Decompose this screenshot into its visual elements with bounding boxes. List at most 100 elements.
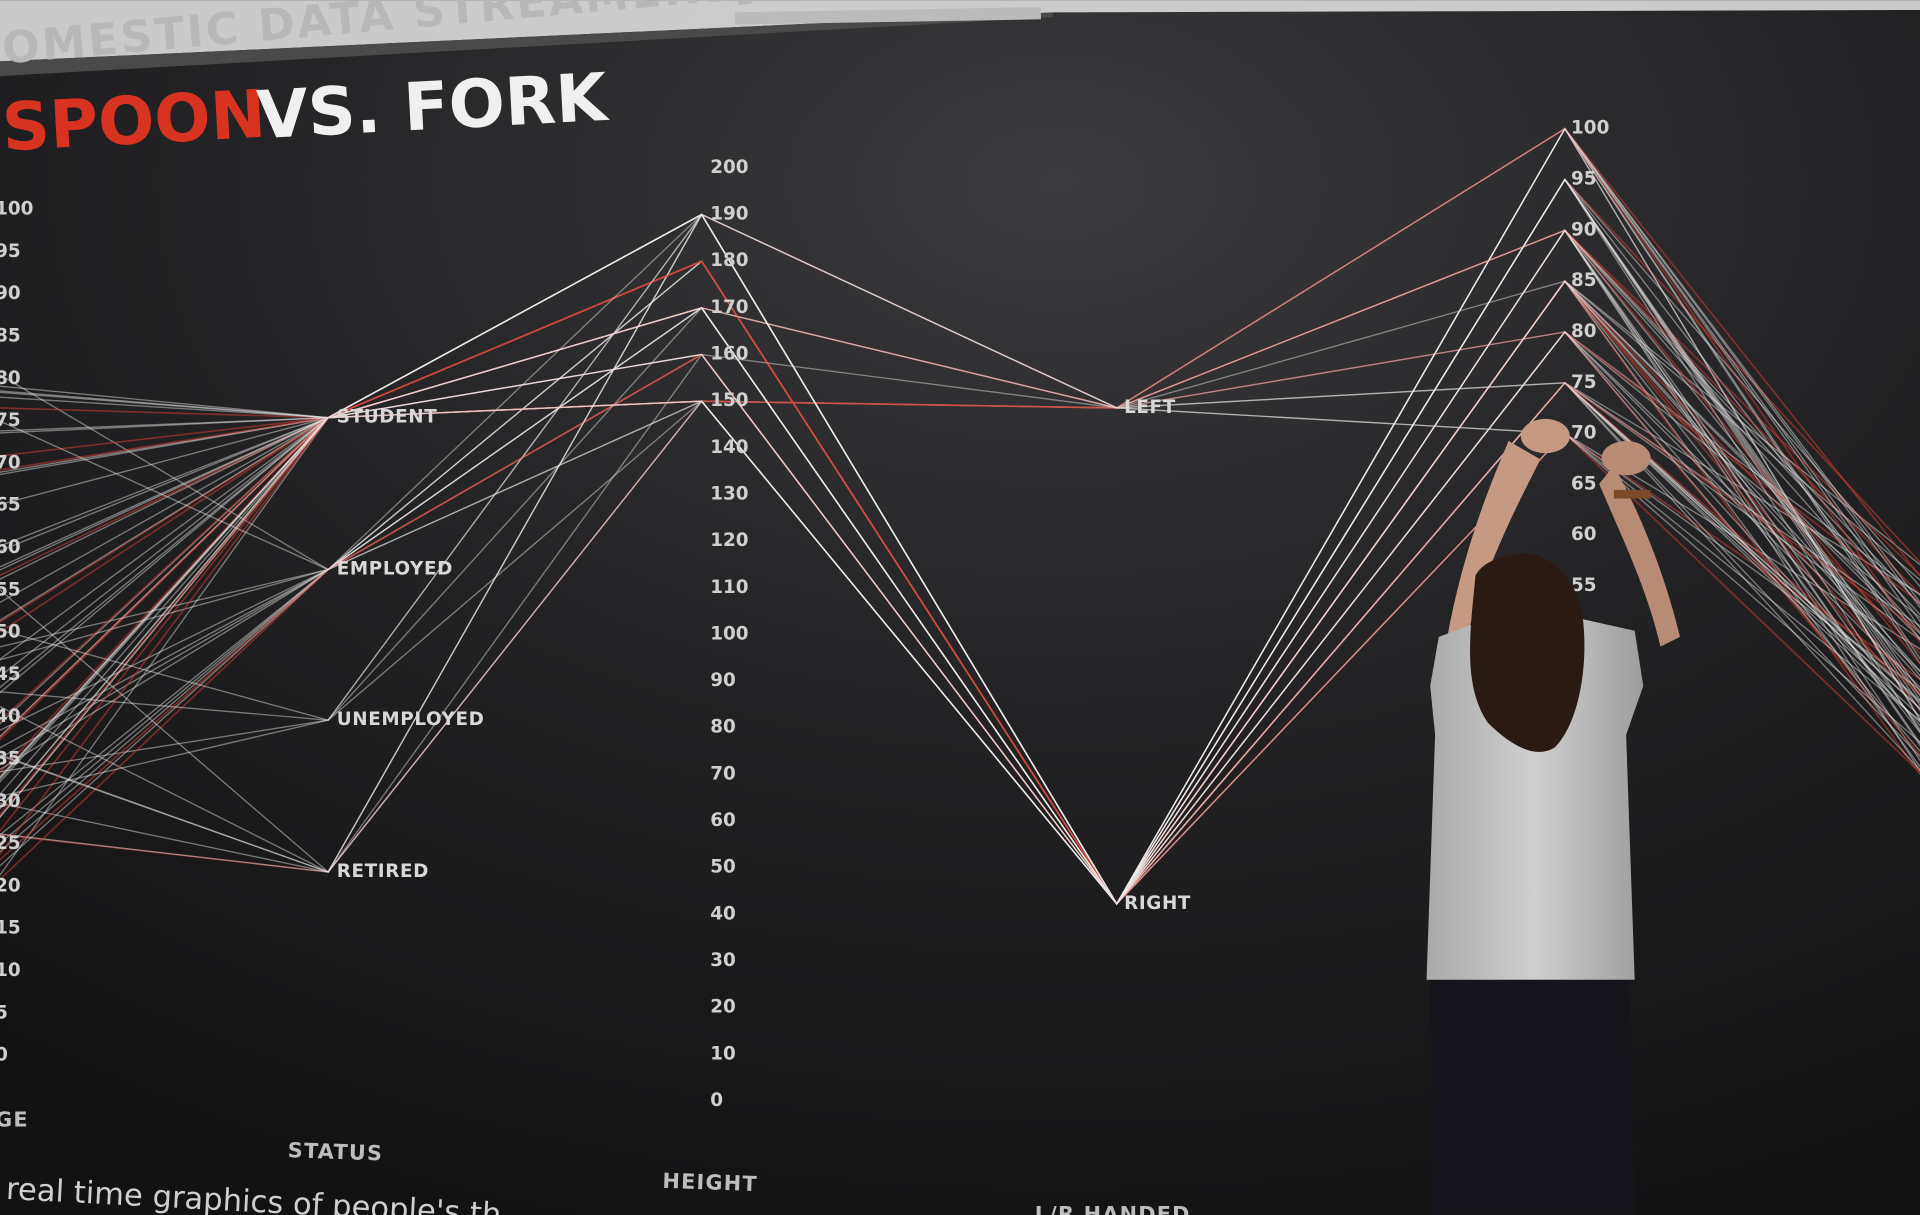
string [0, 178, 1920, 906]
string [0, 127, 1920, 738]
string [0, 178, 1920, 906]
height-tick-label: 70 [710, 763, 736, 784]
status-label: EMPLOYED [337, 559, 453, 580]
string [0, 127, 1920, 906]
axis-labels: 1009590858075706560555045403530252015105… [0, 118, 1609, 1215]
score-tick-label: 85 [1571, 270, 1597, 291]
string [0, 400, 1920, 905]
string [0, 213, 1920, 905]
hair [1470, 553, 1585, 752]
right-hand [1601, 440, 1651, 476]
status-label: UNEMPLOYED [337, 709, 485, 730]
score-tick-label: 75 [1571, 372, 1597, 393]
string [0, 127, 1920, 816]
score-tick-label: 95 [1571, 169, 1597, 190]
height-tick-label: 200 [710, 157, 748, 178]
age-tick-label: 20 [0, 875, 21, 896]
status-label: STUDENT [337, 407, 438, 428]
string [0, 229, 1920, 905]
string [0, 213, 1920, 906]
height-tick-label: 160 [710, 344, 748, 365]
string [0, 127, 1920, 906]
height-tick-label: 80 [710, 717, 736, 738]
string [0, 127, 1920, 660]
age-tick-label: 55 [0, 579, 21, 600]
string [0, 213, 1920, 678]
age-tick-label: 75 [0, 410, 21, 431]
status-axis-name: STATUS [287, 1138, 383, 1165]
string [0, 229, 1920, 665]
age-tick-label: 5 [0, 1002, 8, 1023]
score-tick-label: 70 [1571, 423, 1597, 444]
score-tick-label: 60 [1571, 524, 1597, 545]
string [0, 127, 1920, 906]
status-label: RETIRED [337, 861, 429, 882]
string [0, 127, 1920, 906]
string [0, 229, 1920, 906]
bracelet [1613, 489, 1651, 499]
age-tick-label: 50 [0, 622, 21, 643]
height-tick-label: 0 [710, 1090, 723, 1111]
string [0, 330, 1920, 905]
height-tick-label: 40 [710, 903, 736, 924]
height-tick-label: 110 [710, 577, 748, 598]
string [0, 178, 1920, 906]
height-axis-name: HEIGHT [662, 1169, 758, 1196]
age-tick-label: 70 [0, 452, 21, 473]
left-hand [1520, 418, 1570, 454]
score-tick-label: 55 [1571, 575, 1597, 596]
height-tick-label: 120 [710, 530, 748, 551]
string [0, 353, 1920, 744]
age-tick-label: 45 [0, 664, 21, 685]
string [0, 178, 1920, 905]
string [0, 213, 1920, 906]
age-tick-label: 95 [0, 241, 21, 262]
person [1426, 418, 1680, 1215]
pants [1430, 979, 1636, 1215]
height-tick-label: 100 [710, 623, 748, 644]
score-tick-label: 80 [1571, 321, 1597, 342]
height-tick-label: 140 [710, 437, 748, 458]
age-tick-label: 85 [0, 325, 21, 346]
height-tick-label: 170 [710, 297, 748, 318]
right-arm [1599, 465, 1680, 647]
string [0, 307, 1920, 905]
height-tick-label: 50 [710, 857, 736, 878]
strings [0, 127, 1920, 906]
height-tick-label: 10 [710, 1043, 736, 1064]
age-tick-label: 65 [0, 495, 21, 516]
string [0, 307, 1920, 627]
age-tick-label: 15 [0, 918, 21, 939]
age-tick-label: 80 [0, 368, 21, 389]
height-tick-label: 90 [710, 670, 736, 691]
age-tick-label: 35 [0, 749, 21, 770]
string [0, 213, 1920, 906]
ceiling-strip [0, 0, 1920, 62]
height-tick-label: 150 [710, 390, 748, 411]
score-tick-label: 65 [1571, 473, 1597, 494]
age-axis-name: GE [0, 1108, 29, 1132]
age-tick-label: 0 [0, 1045, 8, 1066]
height-tick-label: 30 [710, 950, 736, 971]
string [0, 279, 1920, 906]
header-band [0, 12, 1054, 77]
age-tick-label: 10 [0, 960, 21, 981]
string [0, 229, 1920, 906]
string [0, 213, 1920, 906]
height-tick-label: 60 [710, 810, 736, 831]
title-white: VS. FORK [255, 59, 612, 154]
string [0, 213, 1920, 867]
age-tick-label: 60 [0, 537, 21, 558]
age-tick-label: 100 [0, 199, 33, 220]
hand-axis-name: L/R HANDED [1035, 1202, 1191, 1215]
hand-label: LEFT [1124, 397, 1176, 418]
string [0, 260, 1920, 906]
string [0, 213, 1920, 906]
string [0, 280, 1920, 905]
score-tick-label: 90 [1571, 219, 1597, 240]
string [0, 178, 1920, 906]
string [0, 280, 1920, 905]
height-tick-label: 190 [710, 204, 748, 225]
string [0, 381, 1920, 905]
